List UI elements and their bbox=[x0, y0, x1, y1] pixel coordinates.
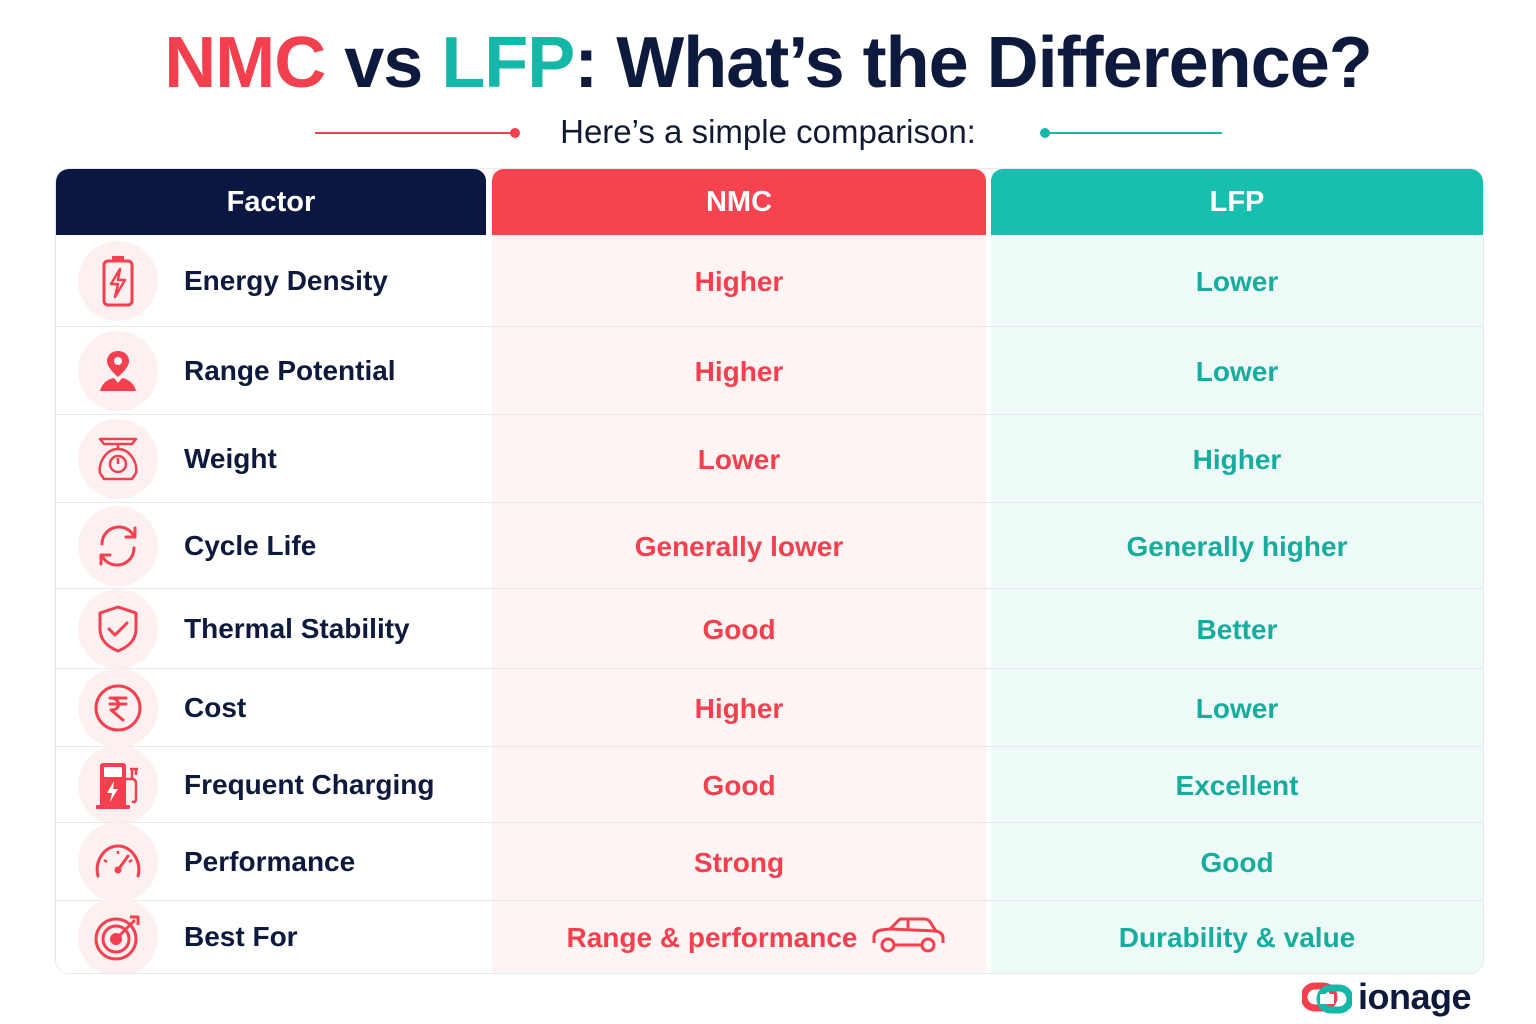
lfp-value: Lower bbox=[1195, 266, 1279, 297]
nmc-value: Higher bbox=[694, 356, 784, 387]
rupee-icon bbox=[78, 668, 158, 748]
decor-dot-red bbox=[510, 128, 520, 138]
table-row: Cost Higher Lower bbox=[56, 668, 1483, 748]
row-divider bbox=[56, 746, 1483, 747]
comparison-table: Factor NMC LFP Energy Density Higher Low… bbox=[55, 168, 1484, 974]
header-lfp: LFP bbox=[991, 169, 1483, 235]
nmc-value: Generally lower bbox=[634, 531, 844, 562]
ionage-logo-icon bbox=[1300, 982, 1354, 1019]
page-title: NMC vs LFP: What’s the Difference? bbox=[0, 22, 1536, 104]
nmc-value: Strong bbox=[693, 847, 785, 878]
factor-label: Range Potential bbox=[184, 355, 396, 386]
factor-label: Best For bbox=[184, 921, 298, 952]
table-row: Energy Density Higher Lower bbox=[56, 235, 1483, 327]
table-row: Range Potential Higher Lower bbox=[56, 327, 1483, 415]
subtitle-row: Here’s a simple comparison: bbox=[0, 110, 1536, 154]
table-row: Best For Range & performance Durability … bbox=[56, 897, 1483, 973]
brand-logo: ionage bbox=[1300, 976, 1490, 1022]
lfp-column-background bbox=[991, 169, 1483, 973]
cycle-arrows-icon bbox=[78, 506, 158, 586]
nmc-value: Good bbox=[702, 614, 776, 645]
nmc-value: Good bbox=[702, 770, 776, 801]
nmc-value: Range & performance bbox=[566, 922, 858, 953]
car-icon bbox=[868, 913, 948, 962]
lfp-value: Better bbox=[1196, 614, 1278, 645]
row-divider bbox=[56, 326, 1483, 327]
lfp-value: Excellent bbox=[1175, 770, 1299, 801]
title-rest: : What’s the Difference? bbox=[574, 23, 1372, 103]
brand-name: ionage bbox=[1358, 976, 1472, 1017]
lfp-value: Higher bbox=[1192, 444, 1282, 475]
factor-label: Performance bbox=[184, 846, 356, 877]
table-row: Frequent Charging Good Excellent bbox=[56, 745, 1483, 825]
factor-label: Cycle Life bbox=[184, 530, 317, 561]
row-divider bbox=[56, 668, 1483, 669]
battery-icon bbox=[78, 241, 158, 321]
lfp-value: Good bbox=[1200, 847, 1274, 878]
shield-check-icon bbox=[78, 589, 158, 669]
factor-label: Energy Density bbox=[184, 265, 388, 296]
lfp-value: Lower bbox=[1195, 693, 1279, 724]
nmc-value: Higher bbox=[694, 266, 784, 297]
nmc-column-background bbox=[492, 169, 986, 973]
header-factor: Factor bbox=[56, 169, 486, 235]
lfp-value: Lower bbox=[1195, 356, 1279, 387]
factor-label: Frequent Charging bbox=[184, 769, 435, 800]
target-icon bbox=[78, 897, 158, 973]
decor-line-teal bbox=[1046, 132, 1222, 134]
row-divider bbox=[56, 588, 1483, 589]
table-row: Thermal Stability Good Better bbox=[56, 589, 1483, 669]
weighing-scale-icon bbox=[78, 419, 158, 499]
factor-label: Weight bbox=[184, 443, 277, 474]
decor-dot-teal bbox=[1040, 128, 1050, 138]
decor-line-red bbox=[315, 132, 515, 134]
lfp-value: Generally higher bbox=[1126, 531, 1348, 562]
factor-label: Thermal Stability bbox=[184, 613, 410, 644]
subtitle: Here’s a simple comparison: bbox=[560, 113, 976, 150]
charging-station-icon bbox=[78, 745, 158, 825]
nmc-value: Higher bbox=[694, 693, 784, 724]
row-divider bbox=[56, 822, 1483, 823]
nmc-value: Lower bbox=[697, 444, 781, 475]
location-pin-person-icon bbox=[78, 331, 158, 411]
row-divider bbox=[56, 414, 1483, 415]
row-divider bbox=[56, 900, 1483, 901]
table-row: Cycle Life Generally lower Generally hig… bbox=[56, 503, 1483, 589]
title-nmc: NMC bbox=[164, 23, 326, 103]
factor-label: Cost bbox=[184, 692, 247, 723]
table-row: Weight Lower Higher bbox=[56, 415, 1483, 503]
speedometer-icon bbox=[78, 822, 158, 902]
row-divider bbox=[56, 502, 1483, 503]
table-row: Performance Strong Good bbox=[56, 822, 1483, 902]
header-nmc: NMC bbox=[492, 169, 986, 235]
lfp-value: Durability & value bbox=[1118, 922, 1356, 953]
title-vs: vs bbox=[325, 23, 442, 103]
title-lfp: LFP bbox=[441, 23, 575, 103]
